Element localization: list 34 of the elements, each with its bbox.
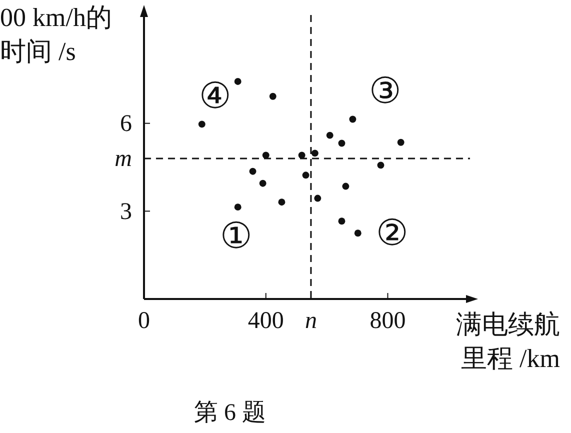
- annotation: ③: [369, 71, 401, 111]
- point: [298, 152, 306, 159]
- point: [302, 172, 310, 179]
- point: [377, 162, 384, 169]
- annotation: ④: [199, 76, 231, 116]
- x-tick-label: n: [304, 308, 317, 334]
- x-axis-title: 满电续航里程 /km: [456, 310, 560, 373]
- point: [326, 132, 334, 139]
- annotation: ②: [376, 213, 408, 253]
- x-tick-label: 800: [370, 308, 406, 334]
- point: [397, 138, 404, 146]
- point: [314, 194, 322, 202]
- point: [234, 204, 242, 211]
- point: [354, 230, 362, 237]
- point: [198, 120, 206, 128]
- y-tick-label: 6: [120, 111, 132, 138]
- y-tick-label: 3: [120, 198, 132, 225]
- point: [311, 150, 318, 157]
- point: [234, 78, 242, 85]
- point: [249, 168, 256, 175]
- point: [259, 180, 266, 187]
- point: [269, 92, 276, 100]
- point: [262, 152, 270, 159]
- point: [349, 116, 356, 123]
- point: [278, 198, 286, 206]
- point: [342, 182, 350, 190]
- x-tick-label: 0: [138, 308, 150, 334]
- y-tick-label: m: [114, 146, 132, 172]
- point: [338, 140, 346, 147]
- y-axis-title: 00 km/h的时间 /s: [0, 3, 112, 66]
- text: 第 6 题: [194, 400, 266, 426]
- annotation: ①: [220, 216, 252, 256]
- point: [338, 218, 346, 225]
- x-tick-label: 400: [248, 308, 284, 334]
